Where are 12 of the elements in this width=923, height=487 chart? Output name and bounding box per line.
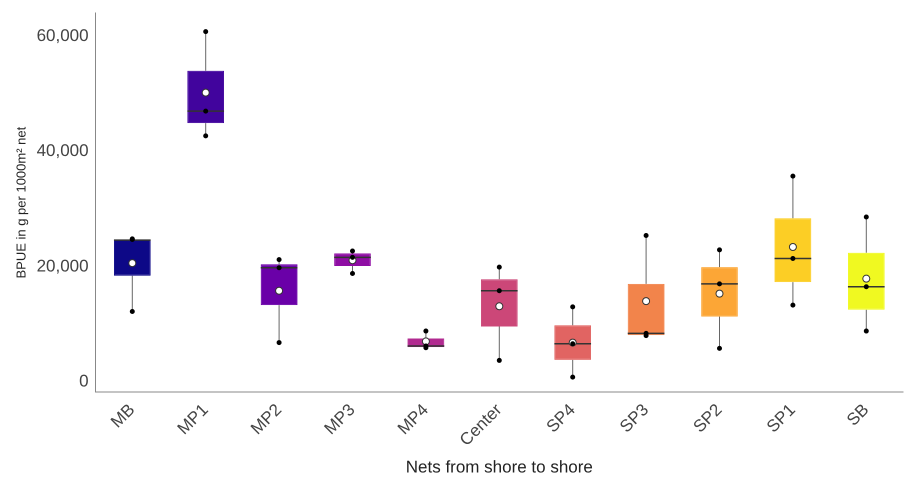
y-tick-label: 40,000: [36, 141, 89, 160]
x-axis-title: Nets from shore to shore: [406, 457, 593, 476]
x-tick-label: MB: [106, 400, 138, 432]
x-tick-label: SB: [842, 400, 872, 430]
x-tick-label: SP2: [689, 400, 726, 436]
x-tick-label: SP3: [616, 400, 652, 436]
y-tick-label: 20,000: [36, 256, 89, 276]
y-tick-label: 0: [79, 371, 89, 390]
x-tick-label: SP1: [762, 400, 800, 436]
y-tick-label: 60,000: [36, 26, 89, 45]
x-tick-label: SP4: [542, 400, 579, 436]
y-axis-title: BPUE in g per 1000m² net: [13, 126, 28, 279]
